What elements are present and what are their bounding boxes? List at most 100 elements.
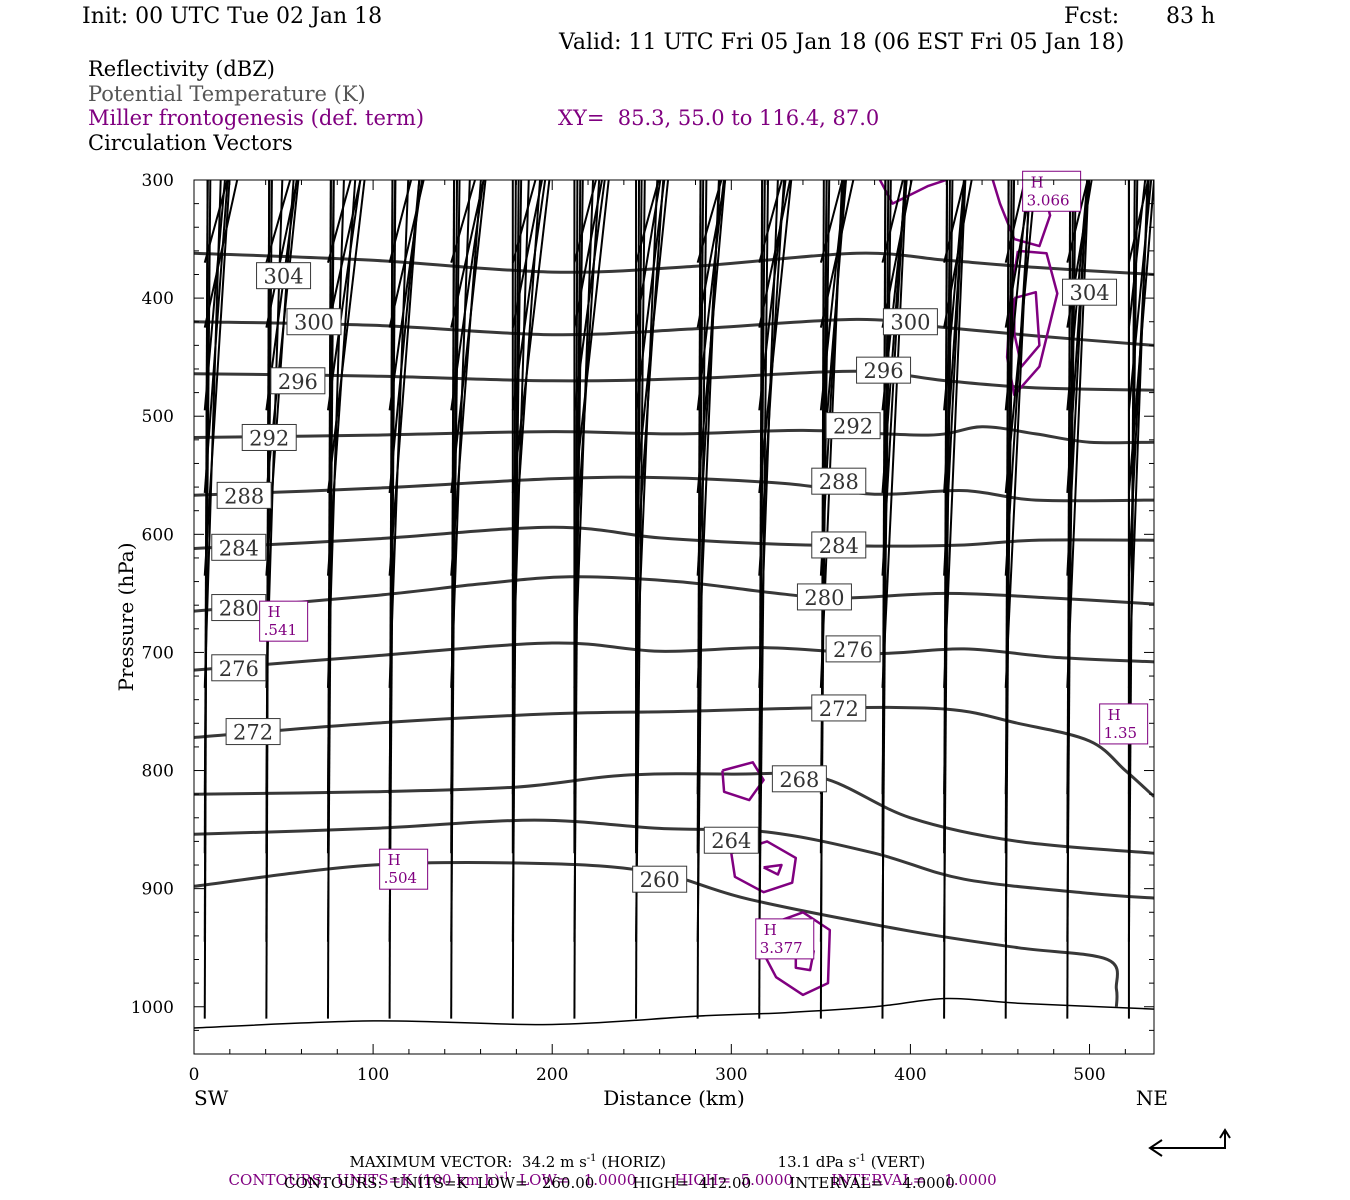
circulation-vector <box>511 180 517 1019</box>
footer-max-vector: MAXIMUM VECTOR: 34.2 m s-1 (HORIZ) <box>349 1153 667 1171</box>
frontogenesis-max-value: 1.35 <box>1104 724 1137 742</box>
circulation-vector <box>1004 180 1026 263</box>
theta-label-box <box>256 262 312 290</box>
theta-label-box <box>211 594 267 622</box>
theta-label: 296 <box>278 370 318 394</box>
footer-max-vertical: 13.1 dPa s-1 (VERT) <box>777 1153 926 1171</box>
circulation-vector <box>327 180 352 263</box>
theta-label: 288 <box>224 484 264 508</box>
circulation-vector <box>943 180 967 688</box>
circulation-vector <box>326 180 362 411</box>
frontogenesis-max-value: 3.066 <box>1027 191 1070 209</box>
circulation-vector <box>1066 180 1093 328</box>
surface-line <box>194 997 1154 1029</box>
footer-contours-theta: CONTOURS: UNITS=K LOW= 260.00 HIGH= 412.… <box>284 1174 955 1192</box>
y-tick-label: 900 <box>142 880 174 900</box>
plot-frame <box>193 179 1155 1055</box>
frontogenesis-max-box <box>755 918 815 960</box>
circulation-vector <box>943 180 973 328</box>
theta-contour-284 <box>194 525 1154 550</box>
theta-label: 272 <box>233 721 273 745</box>
circulation-vector <box>635 180 665 576</box>
y-axis-label: Pressure (hPa) <box>114 543 138 692</box>
x-tick-label: 500 <box>1073 1065 1105 1085</box>
circulation-vector <box>635 180 662 328</box>
circulation-vector <box>881 180 908 688</box>
circulation-vector <box>388 180 421 494</box>
circulation-vector <box>573 180 601 576</box>
circulation-vector <box>388 180 425 328</box>
circulation-vector <box>758 180 793 494</box>
cross-section-endpoints: XY= 85.3, 55.0 to 116.4, 87.0 <box>558 106 880 130</box>
circulation-vector <box>758 180 764 1019</box>
circulation-vector <box>265 180 284 688</box>
field-potential-temperature: Potential Temperature (K) <box>88 82 366 106</box>
frontogenesis-contour <box>763 863 783 876</box>
circulation-vector <box>696 180 727 328</box>
circulation-vector <box>450 180 471 688</box>
theta-label: 304 <box>264 265 304 289</box>
frontogenesis-max-box <box>379 848 429 890</box>
circulation-vector <box>450 180 456 1019</box>
theta-label: 288 <box>819 470 859 494</box>
theta-contour-280 <box>194 575 1154 613</box>
circulation-vector <box>943 180 966 263</box>
frontogenesis-max-value: .504 <box>384 869 417 887</box>
frontogenesis-max-value: 3.377 <box>760 939 803 957</box>
theta-label-box <box>286 308 342 336</box>
circulation-vector <box>1066 180 1089 263</box>
theta-contour-276 <box>194 641 1154 672</box>
theta-label-box <box>632 865 688 893</box>
footer-contours-frontogenesis: CONTOURS: UNITS=K (100 km h)-1 LOW= 1.00… <box>228 1171 997 1189</box>
theta-label-box <box>216 481 272 509</box>
theta-label-box <box>856 356 912 384</box>
valid-time: Valid: 11 UTC Fri 05 Jan 18 (06 EST Fri … <box>559 30 1125 55</box>
circulation-vector <box>573 180 579 1019</box>
theta-label-box <box>811 694 867 722</box>
y-tick-label: 600 <box>142 525 174 545</box>
theta-label-box <box>796 583 852 611</box>
theta-contour-288 <box>194 475 1154 503</box>
theta-label: 296 <box>864 359 904 383</box>
theta-label: 292 <box>249 426 289 450</box>
circulation-vector <box>511 180 544 328</box>
circulation-vector <box>819 180 848 494</box>
theta-label-box <box>771 765 827 793</box>
x-tick-label: 300 <box>715 1065 747 1085</box>
frontogenesis-max-h: H <box>268 603 281 621</box>
circulation-vector <box>450 180 487 494</box>
theta-label: 264 <box>711 829 751 853</box>
theta-label-box <box>825 412 881 440</box>
x-end-label-right: NE <box>1136 1086 1168 1110</box>
frontogenesis-contour <box>721 761 765 802</box>
circulation-vector <box>573 180 610 494</box>
circulation-vector <box>388 180 413 263</box>
frontogenesis-max-h: H <box>764 921 777 939</box>
circulation-vector <box>758 180 783 263</box>
theta-label-box <box>811 467 867 495</box>
theta-label-box <box>1062 278 1118 306</box>
y-tick-label: 400 <box>142 289 174 309</box>
frontogenesis-max-box <box>1022 170 1082 212</box>
circulation-vector <box>943 180 949 1019</box>
circulation-vector <box>388 180 410 688</box>
field-frontogenesis: Miller frontogenesis (def. term) <box>88 106 425 130</box>
circulation-vector <box>1004 180 1010 1019</box>
forecast-label: Fcst: <box>1064 4 1120 29</box>
circulation-vector <box>635 180 670 494</box>
circulation-vector <box>573 180 604 328</box>
circulation-vector <box>511 180 547 411</box>
init-time: Init: 00 UTC Tue 02 Jan 18 <box>82 4 383 29</box>
x-axis-label: Distance (km) <box>603 1086 745 1110</box>
circulation-vector <box>573 180 595 688</box>
circulation-vector <box>819 180 825 1019</box>
circulation-vector <box>511 180 537 263</box>
frontogenesis-max-box <box>259 600 309 642</box>
circulation-vector <box>635 180 660 263</box>
theta-label: 280 <box>804 586 844 610</box>
circulation-vector <box>1127 180 1149 688</box>
theta-label: 276 <box>219 657 259 681</box>
circulation-vector <box>203 180 229 494</box>
circulation-vector <box>635 180 640 1019</box>
field-circulation-vectors: Circulation Vectors <box>88 131 293 155</box>
